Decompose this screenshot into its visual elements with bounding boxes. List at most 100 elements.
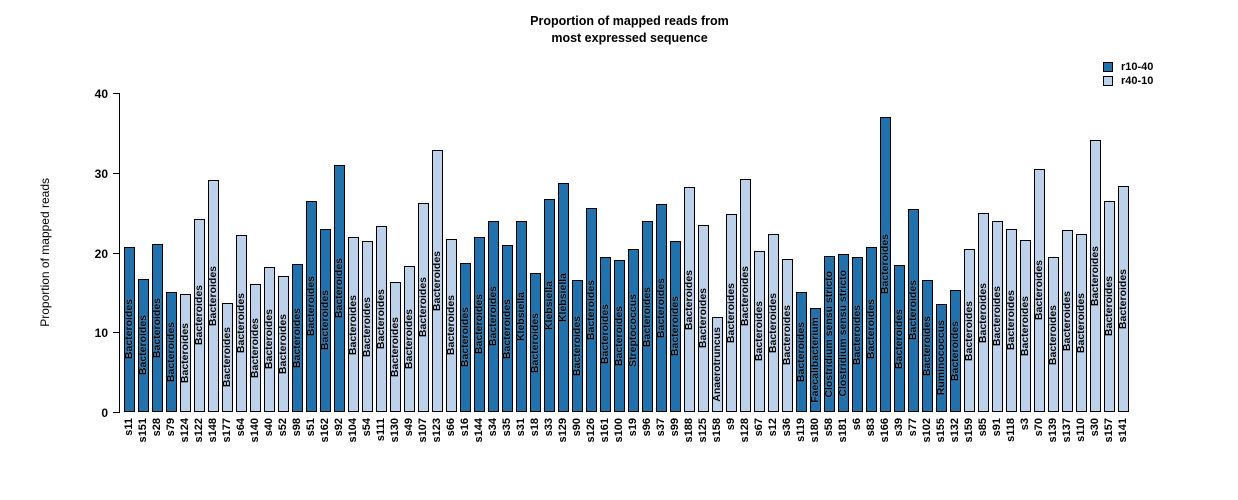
bar-s124: Bacteroides xyxy=(179,293,191,412)
bar-label-s83: Bacteroides xyxy=(865,299,878,360)
x-label-text: s128 xyxy=(739,418,751,443)
x-label-s31: s31 xyxy=(515,418,529,436)
bar-s158: Anaerotruncus xyxy=(711,317,723,412)
bar-s36: Bacteroides xyxy=(781,258,793,412)
bar-label-s66: Bacteroides xyxy=(445,295,458,356)
legend-swatch-r10-40 xyxy=(1103,62,1113,72)
bar-s128: Bacteroides xyxy=(739,179,751,412)
x-label-s111: s111 xyxy=(375,418,389,441)
x-label-text: s51 xyxy=(305,418,317,437)
bar-label-s90: Bacteroides xyxy=(571,316,584,377)
x-label-text: s188 xyxy=(683,418,695,443)
bar-label-s30: Bacteroides xyxy=(1089,245,1102,307)
chart-title-line1: Proportion of mapped reads from xyxy=(530,14,729,28)
bar-s139: Bacteroides xyxy=(1047,257,1059,412)
bar-label-s67: Bacteroides xyxy=(753,301,766,362)
x-label-text: s99 xyxy=(669,418,681,437)
x-label-s126: s126 xyxy=(585,418,599,442)
x-label-s33: s33 xyxy=(543,418,557,436)
x-label-text: s123 xyxy=(431,418,443,443)
bar-s35: Bacteroides xyxy=(501,245,513,412)
x-label-s30: s30 xyxy=(1089,418,1103,436)
x-label-s3: s3 xyxy=(1019,418,1033,430)
bar-s102: Bacteroides xyxy=(921,279,933,412)
bar-label-s37: Bacteroides xyxy=(655,277,668,338)
x-label-s90: s90 xyxy=(571,418,585,436)
x-label-s181: s181 xyxy=(837,418,851,442)
x-label-text: s90 xyxy=(571,418,583,437)
x-label-text: s85 xyxy=(977,418,989,437)
bar-s125: Bacteroides xyxy=(697,224,709,412)
x-label-s132: s132 xyxy=(949,418,963,442)
bar-label-s3: Bacteroides xyxy=(1019,295,1032,356)
x-label-text: s102 xyxy=(921,418,933,443)
x-label-s110: s110 xyxy=(1075,418,1089,442)
x-label-text: s54 xyxy=(361,418,373,437)
legend-label-r10-40: r10-40 xyxy=(1121,61,1154,73)
bar-label-s77: Bacteroides xyxy=(907,280,920,341)
bar-s33: Klebsiella xyxy=(543,199,555,412)
x-label-s159: s159 xyxy=(963,418,977,442)
x-label-text: s126 xyxy=(585,418,597,443)
bar-label-s129: Klebsiella xyxy=(557,273,570,323)
x-label-text: s104 xyxy=(347,418,359,443)
bar-label-s126: Bacteroides xyxy=(585,279,598,340)
x-label-s158: s158 xyxy=(711,418,725,442)
x-label-s140: s140 xyxy=(249,418,263,442)
bar-s66: Bacteroides xyxy=(445,238,458,412)
x-label-text: s132 xyxy=(949,418,961,443)
bar-s180: Faecalibacterium xyxy=(809,308,821,412)
bar-s123: Bacteroides xyxy=(431,149,443,412)
x-label-text: s92 xyxy=(333,418,345,437)
x-label-text: s31 xyxy=(515,418,527,437)
x-label-s128: s128 xyxy=(739,418,753,442)
x-label-text: s181 xyxy=(837,418,849,443)
x-label-s119: s119 xyxy=(795,418,809,442)
bar-s162: Bacteroides xyxy=(319,228,331,412)
bar-s11: Bacteroides xyxy=(123,246,136,412)
x-label-s130: s130 xyxy=(389,418,403,442)
x-label-s51: s51 xyxy=(305,418,319,436)
bar-label-s16: Bacteroides xyxy=(459,307,472,368)
x-label-s161: s161 xyxy=(599,418,613,442)
x-label-text: s125 xyxy=(697,418,709,443)
bar-label-s99: Bacteroides xyxy=(669,296,682,357)
x-label-s58: s58 xyxy=(823,418,837,436)
bar-label-s49: Bacteroides xyxy=(403,308,416,370)
bar-label-s70: Bacteroides xyxy=(1033,260,1046,321)
x-label-s118: s118 xyxy=(1005,418,1019,442)
x-label-text: s28 xyxy=(151,418,163,437)
bar-s83: Bacteroides xyxy=(865,246,878,412)
x-label-s11: s11 xyxy=(123,418,137,436)
x-label-text: s37 xyxy=(655,418,667,437)
x-label-text: s3 xyxy=(1019,418,1031,431)
x-label-s148: s148 xyxy=(207,418,221,442)
bar-label-s11: Bacteroides xyxy=(123,299,136,360)
bar-s92: Bacteroides xyxy=(333,164,345,412)
bar-s140: Bacteroides xyxy=(249,284,262,412)
x-label-s36: s36 xyxy=(781,418,795,436)
x-label-text: s39 xyxy=(893,418,905,437)
bar-label-s18: Bacteroides xyxy=(529,312,542,373)
bar-label-s130: Bacteroides xyxy=(389,316,402,378)
x-label-s37: s37 xyxy=(655,418,669,436)
bar-s37: Bacteroides xyxy=(655,203,668,412)
x-label-s155: s155 xyxy=(935,418,949,442)
bar-label-s52: Bacteroides xyxy=(277,313,290,374)
bar-s16: Bacteroides xyxy=(459,262,472,412)
bar-label-s12: Bacteroides xyxy=(767,293,780,354)
bar-s100: Bacteroides xyxy=(613,260,625,412)
y-tick xyxy=(113,412,119,413)
x-label-text: s49 xyxy=(403,418,415,437)
bar-s51: Bacteroides xyxy=(305,200,317,412)
bar-label-s98: Bacteroides xyxy=(291,308,304,369)
x-label-text: s18 xyxy=(529,418,541,437)
x-label-s40: s40 xyxy=(263,418,277,436)
x-label-s107: s107 xyxy=(417,418,431,442)
bar-label-s140: Bacteroides xyxy=(249,318,262,379)
bar-s148: Bacteroides xyxy=(207,179,219,412)
bar-s166: Bacteroides xyxy=(879,116,891,412)
bar-s52: Bacteroides xyxy=(277,275,290,412)
bar-s31: Klebsiella xyxy=(515,220,527,412)
x-label-text: s58 xyxy=(823,418,835,437)
